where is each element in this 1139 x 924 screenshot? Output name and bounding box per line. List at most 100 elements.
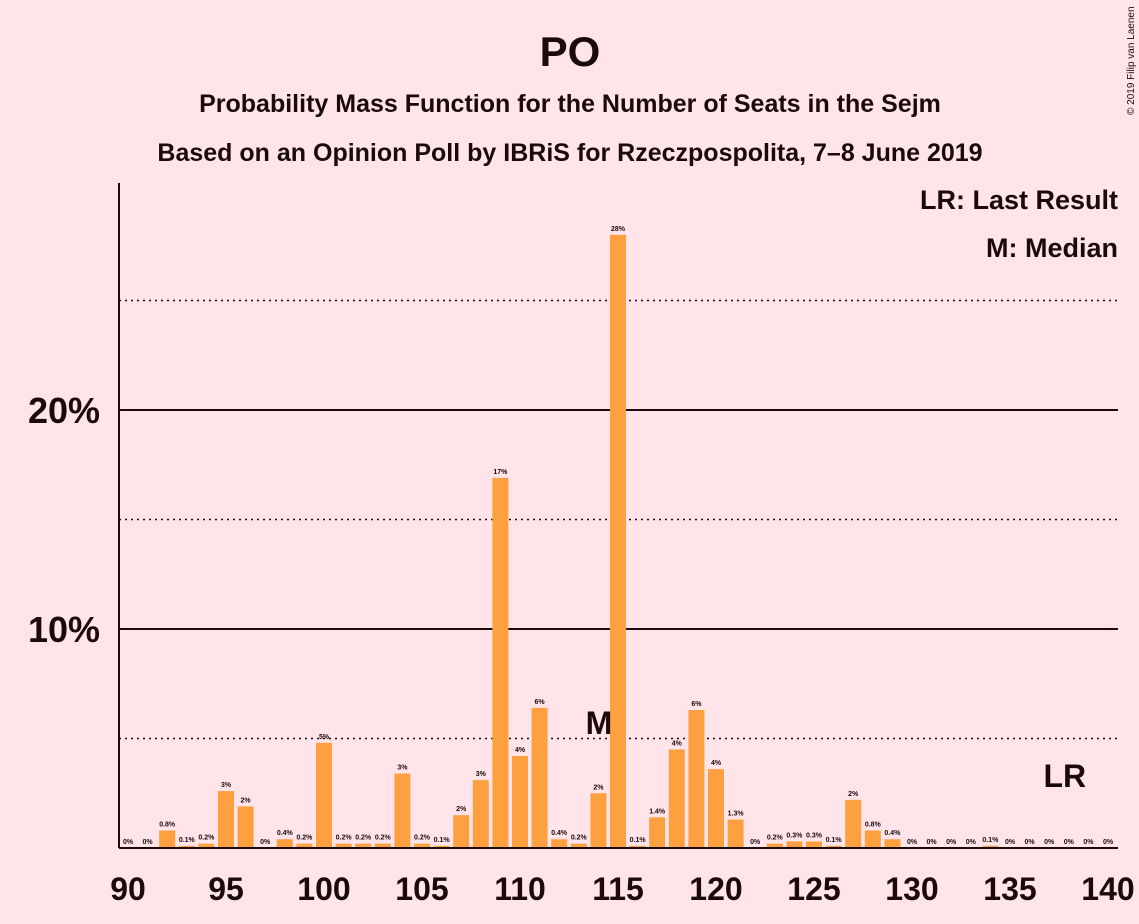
bars <box>159 234 999 849</box>
y-tick-label-20: 20% <box>28 390 100 431</box>
bar-label-106: 0.1% <box>434 837 451 844</box>
bar-label-96: 2% <box>241 797 252 804</box>
bar-label-140: 0% <box>1103 839 1114 846</box>
bar-label-138: 0% <box>1064 839 1075 846</box>
bar-123 <box>766 843 783 848</box>
bar-label-121: 1.3% <box>728 811 745 818</box>
bar-label-116: 0.1% <box>630 837 647 844</box>
x-tick-label-110: 110 <box>494 871 546 907</box>
bar-label-94: 0.2% <box>198 835 215 842</box>
bar-118 <box>668 749 685 848</box>
x-tick-label-95: 95 <box>208 871 244 907</box>
bar-104 <box>394 773 411 848</box>
bar-116 <box>629 845 646 848</box>
bar-label-135: 0% <box>1005 839 1016 846</box>
bar-label-113: 0.2% <box>571 835 588 842</box>
bar-124 <box>786 841 803 848</box>
bar-93 <box>178 845 195 848</box>
bar-106 <box>433 845 450 848</box>
x-tick-label-140: 140 <box>1081 871 1134 907</box>
bar-label-136: 0% <box>1025 839 1036 846</box>
bar-101 <box>335 843 352 848</box>
bar-99 <box>296 843 313 848</box>
bar-label-119: 6% <box>691 701 702 708</box>
bar-label-104: 3% <box>397 765 408 772</box>
bar-117 <box>649 817 666 848</box>
chart-subtitle-line-1: Probability Mass Function for the Number… <box>199 90 941 118</box>
chart-title: PO <box>540 28 601 75</box>
bar-108 <box>472 780 489 848</box>
bar-label-120: 4% <box>711 760 722 767</box>
bar-label-124: 0.3% <box>786 832 803 839</box>
bar-label-130: 0% <box>907 839 918 846</box>
bar-label-109: 17% <box>493 469 508 476</box>
bar-label-133: 0% <box>966 839 977 846</box>
bar-label-105: 0.2% <box>414 835 431 842</box>
x-tick-label-130: 130 <box>885 871 938 907</box>
bar-127 <box>845 799 862 848</box>
x-tick-label-120: 120 <box>689 871 742 907</box>
bar-label-98: 0.4% <box>277 830 294 837</box>
bar-98 <box>276 839 293 848</box>
bar-label-101: 0.2% <box>336 835 353 842</box>
bar-109 <box>492 477 509 848</box>
bar-105 <box>414 843 430 848</box>
bar-115 <box>610 234 626 849</box>
bar-label-129: 0.4% <box>884 830 901 837</box>
bar-107 <box>453 815 470 848</box>
bar-126 <box>825 845 842 848</box>
bar-113 <box>570 843 587 848</box>
x-tick-label-90: 90 <box>110 871 146 907</box>
bar-label-90: 0% <box>123 839 134 846</box>
bar-label-110: 4% <box>515 747 526 754</box>
last-result-marker: LR <box>1043 758 1086 794</box>
bar-value-labels: 0% 0%0.8%0.1% 0.2%3%2%0%0.4%0.2%5%0.2% 0.2%… <box>123 226 1114 846</box>
median-marker: M <box>586 705 613 741</box>
y-axis-ticks: 10% 20% <box>28 390 100 650</box>
bar-100 <box>316 742 332 848</box>
bar-label-134: 0.1% <box>982 837 999 844</box>
bar-label-93: 0.1% <box>179 837 196 844</box>
copyright-notice: © 2019 Filip van Laenen <box>1126 6 1137 115</box>
bar-label-126: 0.1% <box>826 837 843 844</box>
bar-134 <box>982 845 999 848</box>
bar-92 <box>159 830 176 848</box>
bar-120 <box>708 769 724 848</box>
bar-label-122: 0% <box>750 839 761 846</box>
bar-label-131: 0% <box>927 839 938 846</box>
bar-label-91: 0% <box>143 839 154 846</box>
bar-129 <box>884 839 901 848</box>
x-tick-label-135: 135 <box>983 871 1036 907</box>
bar-95 <box>218 791 234 848</box>
legend-median: M: Median <box>986 233 1118 263</box>
bar-label-111: 6% <box>535 699 546 706</box>
bar-125 <box>806 841 822 848</box>
x-tick-label-105: 105 <box>395 871 448 907</box>
bar-96 <box>237 806 254 848</box>
bar-label-127: 2% <box>848 791 859 798</box>
bar-121 <box>727 819 744 848</box>
legend-last-result: LR: Last Result <box>920 185 1118 215</box>
bar-label-95: 3% <box>221 782 232 789</box>
bar-label-108: 3% <box>476 771 487 778</box>
bar-114 <box>590 793 607 848</box>
bar-label-132: 0% <box>946 839 957 846</box>
bar-label-112: 0.4% <box>551 830 568 837</box>
bar-119 <box>688 710 705 848</box>
bar-label-107: 2% <box>456 806 467 813</box>
bar-label-117: 1.4% <box>649 808 666 815</box>
bar-label-125: 0.3% <box>806 832 823 839</box>
bar-112 <box>551 839 568 848</box>
bar-label-103: 0.2% <box>375 835 392 842</box>
bar-label-137: 0% <box>1044 839 1055 846</box>
bar-110 <box>512 756 528 848</box>
y-tick-label-10: 10% <box>28 609 100 650</box>
bar-label-123: 0.2% <box>767 835 784 842</box>
bar-label-99: 0.2% <box>296 835 313 842</box>
bar-label-97: 0% <box>260 839 271 846</box>
bar-111 <box>531 707 548 848</box>
bar-label-128: 0.8% <box>865 821 882 828</box>
bar-128 <box>864 830 881 848</box>
bar-label-139: 0% <box>1083 839 1094 846</box>
